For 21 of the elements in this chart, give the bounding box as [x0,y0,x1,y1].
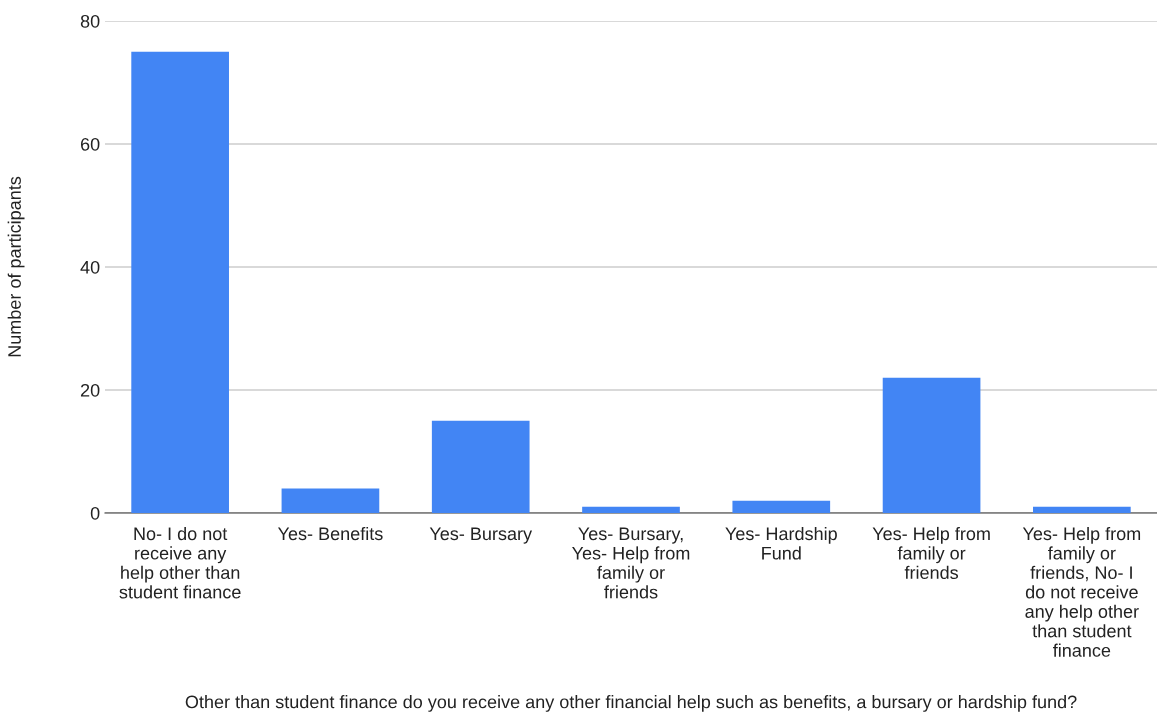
bar [281,488,380,513]
x-tick-label: Yes- Help from family or friends [872,526,990,580]
x-tick-label: Yes- Benefits [277,526,383,541]
x-axis-title: Other than student finance do you receive any other financial help such as benefits, a bursary or hardship fund? [185,695,1077,712]
x-tick-label: Yes- Bursary, Yes- Help from family or friends [572,527,690,599]
y-tick-label: 40 [80,260,100,274]
x-tick-label: No- I do not receive any help other than student finance [119,526,241,599]
y-tick-label: 80 [80,14,100,28]
x-tick-label: Yes- Hardship Fund [725,526,837,560]
bar [431,420,530,513]
x-tick-label: Yes- Help from family or friends, No- I do not receive any help other than student finance [1022,526,1141,657]
y-tick-label: 0 [90,506,100,520]
bar [582,506,680,513]
y-axis-title: Number of participants [7,176,25,357]
x-tick-label: Yes- Bursary [429,527,533,544]
bar [882,377,981,513]
bar [131,51,229,513]
bar [1033,506,1131,513]
y-tick-label: 20 [80,383,100,397]
bar [732,500,831,513]
y-tick-label: 60 [80,137,100,151]
